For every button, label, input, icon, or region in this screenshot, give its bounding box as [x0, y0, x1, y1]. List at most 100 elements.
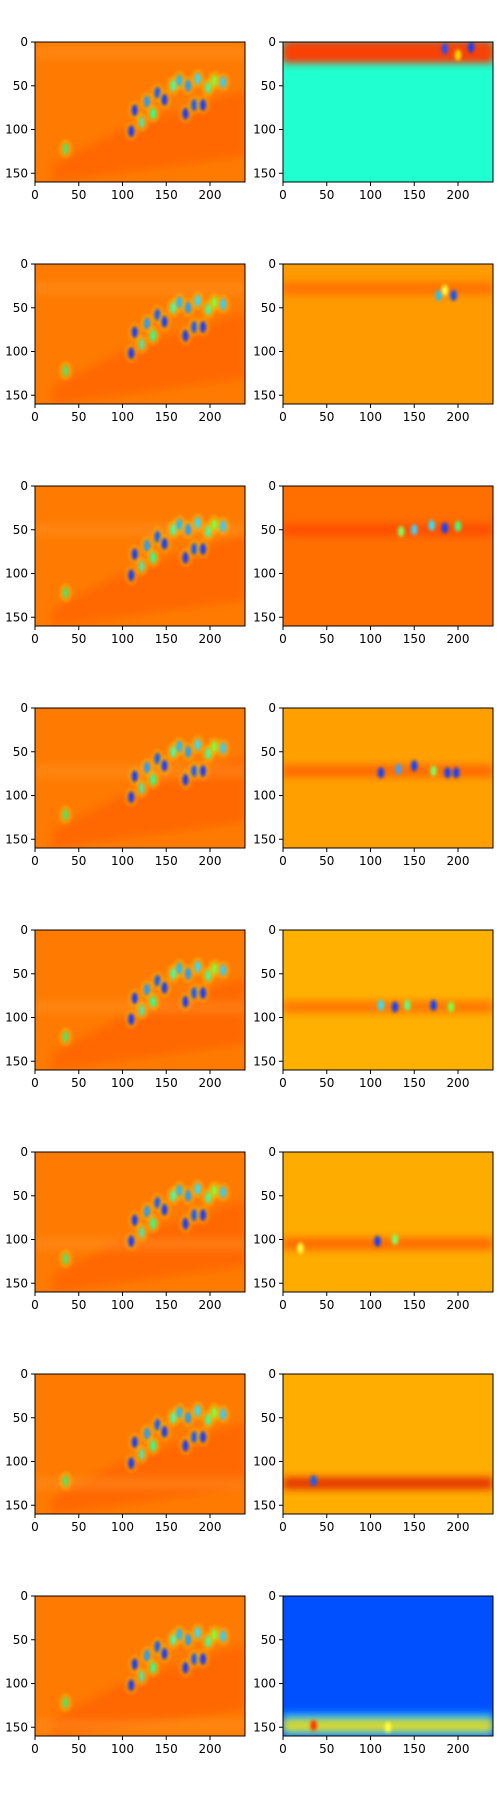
left-panel-blob — [154, 530, 161, 543]
right-panel-8-ytick-label: 100 — [253, 1677, 276, 1691]
left-panel-blob — [161, 759, 168, 772]
right-panel-3-ytick-label: 50 — [261, 523, 276, 537]
left-panel-blob — [194, 1182, 201, 1195]
left-panel-blob — [161, 1425, 168, 1438]
right-panel-2-frame — [282, 263, 494, 405]
left-panel-blob — [191, 765, 198, 777]
right-panel-7-ytick-label: 0 — [268, 1367, 276, 1381]
left-panel-blob-halo — [208, 1403, 221, 1422]
left-panel-blob-halo — [158, 535, 171, 553]
left-panel-blob-halo — [147, 993, 159, 1011]
left-panel-blob — [131, 770, 138, 783]
left-panel-8-xtick-label: 50 — [71, 1742, 86, 1756]
left-panel-blob — [62, 586, 69, 599]
right-panel-2-xtick-label: 200 — [447, 410, 470, 424]
left-panel-blob — [128, 1679, 135, 1692]
left-panel-8-xtick-label: 200 — [199, 1742, 222, 1756]
left-panel-blob — [161, 981, 168, 994]
left-panel-blob — [194, 1626, 201, 1639]
left-panel-6-ytick-label: 50 — [13, 1189, 28, 1203]
left-panel-blob — [176, 1406, 183, 1419]
left-panel-blob-halo — [158, 1645, 171, 1663]
left-panel-blob-halo — [129, 1655, 141, 1673]
left-panel-5-ytick-label: 0 — [20, 923, 28, 937]
left-panel-blob — [219, 298, 227, 311]
left-panel-blob-halo — [208, 293, 221, 312]
left-panel-blob — [205, 747, 212, 760]
left-panel-7 — [35, 1374, 245, 1514]
left-panel-blob — [143, 95, 151, 108]
right-panel-2-ytick-label: 150 — [253, 388, 276, 402]
right-panel-4-xtick-label: 50 — [319, 854, 334, 868]
left-panel-5-ytick-label: 50 — [13, 967, 28, 981]
right-panel-blob — [374, 1235, 381, 1247]
right-panel-6-xtick-label: 50 — [319, 1298, 334, 1312]
left-panel-blob-halo — [217, 1183, 229, 1201]
left-panel-5-frame — [34, 929, 246, 1071]
left-panel-blob-halo — [192, 70, 204, 88]
left-panel-6-xtick-label: 150 — [155, 1298, 178, 1312]
right-panel-5-xtick-label: 0 — [279, 1076, 287, 1090]
right-panel-6-xtick-label: 100 — [359, 1298, 382, 1312]
left-panel-4-xtick-label: 150 — [155, 854, 178, 868]
right-panel-2-xtick-label: 150 — [403, 410, 426, 424]
left-panel-blob — [138, 1226, 145, 1239]
right-panel-3 — [283, 486, 493, 626]
right-panel-blob — [384, 1721, 392, 1733]
left-panel-blob — [138, 1448, 145, 1461]
right-panel-3-ytick-label: 0 — [268, 479, 276, 493]
right-panel-bg — [283, 1152, 493, 1292]
right-panel-band — [283, 46, 493, 59]
left-panel-blob — [184, 1633, 192, 1646]
left-panel-blob-halo — [125, 122, 137, 140]
left-panel-blob — [184, 967, 192, 980]
right-panel-6-xtick-label: 150 — [403, 1298, 426, 1312]
left-panel-blob — [62, 808, 69, 821]
right-panel-bg — [283, 1374, 493, 1514]
right-panel-band — [283, 282, 493, 295]
left-panel-blob-halo — [217, 1627, 229, 1645]
left-panel-4-xtick-label: 50 — [71, 854, 86, 868]
right-panel-blob — [411, 760, 418, 772]
left-panel-blob — [176, 296, 183, 309]
left-panel-blob — [131, 992, 138, 1005]
left-panel-blob — [149, 995, 157, 1008]
left-panel-blob — [191, 543, 198, 555]
right-panel-3-xtick-label: 150 — [403, 632, 426, 646]
right-panel-1-xtick-label: 200 — [447, 188, 470, 202]
left-panel-blob — [138, 560, 145, 573]
left-panel-5 — [35, 930, 245, 1070]
left-panel-blob-halo — [147, 1659, 159, 1677]
left-panel-blob-halo — [192, 1624, 204, 1642]
right-panel-blob — [454, 520, 462, 532]
left-panel-3-ytick-label: 0 — [20, 479, 28, 493]
left-panel-blob — [131, 326, 138, 339]
left-panel-blob — [205, 525, 212, 538]
right-panel-blob — [447, 1001, 455, 1013]
left-panel-4-ytick-label: 150 — [5, 832, 28, 846]
left-panel-blob-halo — [192, 958, 204, 976]
left-panel-blob-halo — [125, 566, 137, 584]
right-panel-blob — [444, 767, 451, 779]
left-panel-6-xtick-label: 50 — [71, 1298, 86, 1312]
left-panel-blob — [176, 518, 183, 531]
left-panel-blob — [149, 1661, 157, 1674]
left-panel-blob-halo — [208, 959, 221, 978]
left-panel-blob-halo — [182, 1187, 194, 1205]
left-panel-5-xtick-label: 100 — [111, 1076, 134, 1090]
left-panel-shade — [52, 1422, 245, 1514]
left-panel-2-ytick-label: 0 — [20, 257, 28, 271]
left-panel-blob-halo — [208, 1181, 221, 1200]
left-panel-blob-halo — [136, 779, 148, 798]
left-panel-2-xtick-label: 0 — [31, 410, 39, 424]
right-panel-blob — [395, 763, 402, 775]
left-panel-blob-halo — [182, 521, 194, 539]
right-panel-4 — [283, 708, 493, 848]
left-panel-4-xtick-label: 100 — [111, 854, 134, 868]
left-panel-8-ytick-label: 100 — [5, 1677, 28, 1691]
left-panel-blob — [128, 125, 135, 138]
left-panel-blob — [154, 752, 161, 765]
left-panel-8-ytick-label: 50 — [13, 1633, 28, 1647]
left-panel-blob-halo — [197, 1206, 209, 1224]
